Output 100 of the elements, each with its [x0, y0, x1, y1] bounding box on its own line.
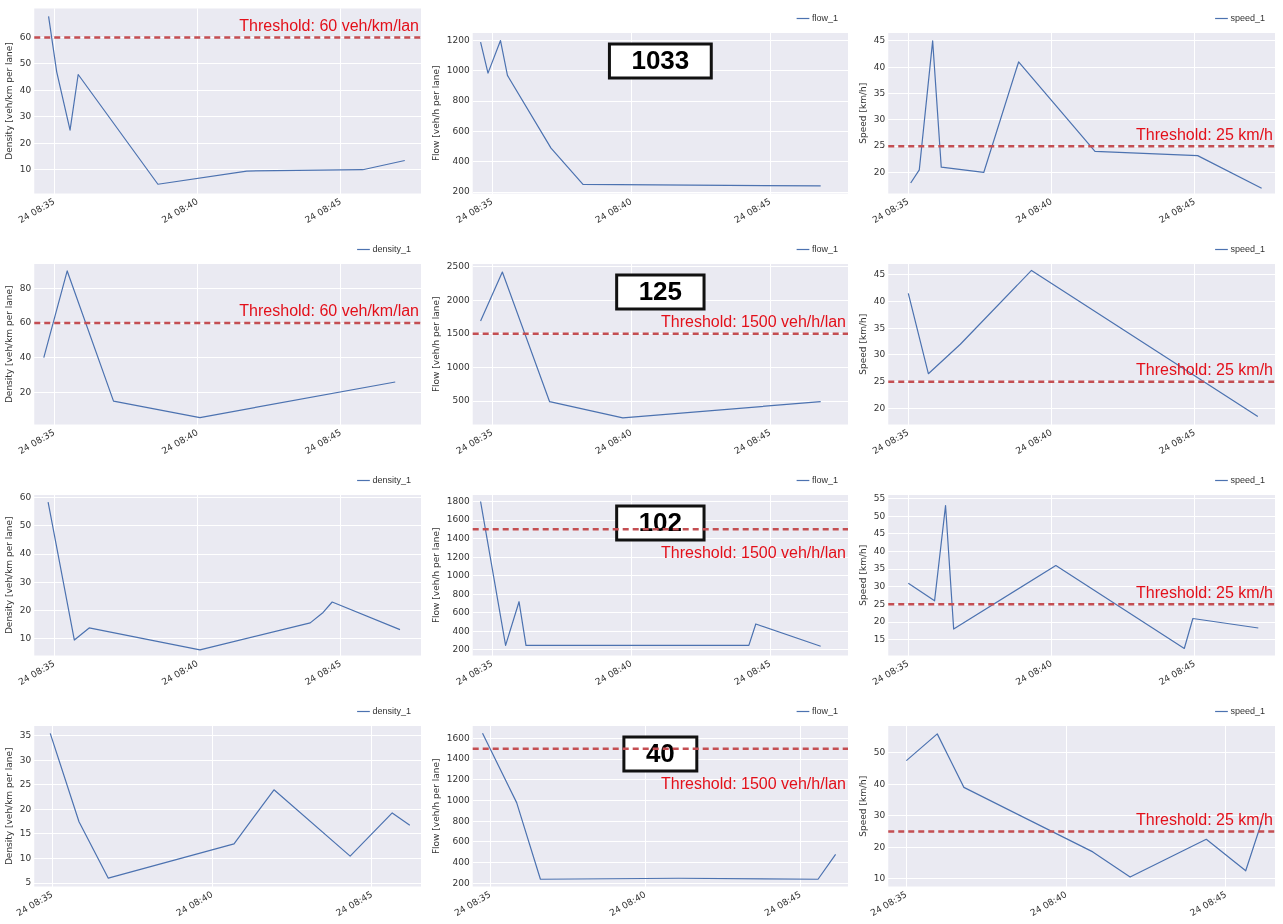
y-tick-label: 10 [873, 873, 886, 883]
y-tick-label: 20 [19, 604, 32, 615]
y-tick-label: 30 [19, 576, 32, 587]
y-tick-label: 40 [19, 84, 32, 95]
y-tick-label: 30 [873, 114, 886, 125]
y-tick-label: 600 [452, 607, 470, 618]
ref-line-label: Threshold: 1500 veh/h/lan [660, 313, 846, 331]
ref-line-label: Threshold: 1500 veh/h/lan [660, 544, 846, 562]
y-axis-title: Speed [km/h] [857, 775, 868, 837]
y-axis-title: Speed [km/h] [857, 313, 868, 375]
y-tick-label: 25 [873, 140, 886, 151]
y-tick-label: 40 [873, 545, 886, 556]
y-tick-label: 15 [873, 633, 886, 644]
y-tick-label: 20 [873, 402, 886, 413]
y-tick-label: 25 [19, 779, 32, 790]
y-tick-label: 20 [19, 137, 32, 148]
legend-label: flow_1 [811, 243, 838, 254]
y-axis-title: Density [veh/km per lane] [3, 516, 14, 635]
y-tick-label: 60 [19, 317, 32, 328]
legend-label: flow_1 [811, 474, 838, 485]
y-tick-label: 1000 [446, 361, 470, 372]
y-tick-label: 60 [19, 31, 32, 42]
y-tick-label: 50 [19, 520, 32, 531]
y-tick-label: 55 [873, 492, 886, 503]
y-axis-title: Speed [km/h] [857, 82, 868, 144]
y-tick-label: 10 [19, 632, 32, 643]
legend-label: speed_1 [1230, 474, 1266, 485]
y-tick-label: 45 [873, 35, 886, 46]
y-tick-label: 200 [452, 186, 470, 197]
y-tick-label: 800 [452, 815, 470, 826]
ref-line-label: Threshold: 60 veh/km/lan [239, 302, 419, 320]
y-tick-label: 400 [452, 625, 470, 636]
y-tick-label: 45 [873, 528, 886, 539]
y-tick-label: 20 [19, 803, 32, 814]
ref-line-label: Threshold: 25 km/h [1136, 125, 1273, 143]
y-tick-label: 30 [873, 581, 886, 592]
y-axis-title: Flow [veh/h per lane] [430, 758, 441, 855]
y-tick-label: 30 [19, 111, 32, 122]
y-tick-label: 1500 [446, 328, 470, 339]
y-tick-label: 50 [873, 510, 886, 521]
y-tick-label: 20 [873, 166, 886, 177]
y-tick-label: 40 [873, 61, 886, 72]
y-tick-label: 1000 [446, 794, 470, 805]
y-tick-label: 60 [19, 492, 32, 503]
y-tick-label: 40 [873, 778, 886, 789]
y-tick-label: 800 [452, 588, 470, 599]
y-tick-label: 25 [873, 376, 886, 387]
y-tick-label: 1600 [446, 732, 470, 743]
ref-line-label: Threshold: 25 km/h [1136, 583, 1273, 601]
y-tick-label: 30 [873, 349, 886, 360]
y-tick-label: 30 [19, 754, 32, 765]
legend-label: density_1 [372, 705, 411, 716]
annotation: 125 [638, 276, 683, 307]
y-tick-label: 80 [19, 282, 32, 293]
y-tick-label: 1400 [446, 532, 470, 543]
y-tick-label: 50 [873, 747, 886, 758]
y-axis-title: Density [veh/km per lane] [3, 42, 14, 160]
y-tick-label: 600 [452, 836, 470, 847]
legend-label: density_1 [372, 243, 411, 254]
y-tick-label: 600 [452, 125, 470, 136]
y-tick-label: 200 [452, 644, 470, 655]
y-tick-label: 1400 [446, 753, 470, 764]
ref-line-label: Threshold: 1500 veh/h/lan [660, 775, 846, 793]
y-tick-label: 1200 [446, 34, 470, 45]
y-tick-label: 45 [873, 269, 886, 280]
y-tick-label: 10 [19, 852, 32, 863]
y-tick-label: 400 [452, 156, 470, 167]
ref-line-label: Threshold: 60 veh/km/lan [239, 16, 419, 34]
ref-line-label: Threshold: 25 km/h [1136, 810, 1273, 828]
y-tick-label: 20 [873, 616, 886, 627]
annotation: 1033 [631, 45, 690, 76]
y-tick-label: 400 [452, 857, 470, 868]
y-tick-label: 2000 [446, 294, 470, 305]
y-tick-label: 20 [873, 841, 886, 852]
y-tick-label: 35 [873, 322, 886, 333]
y-tick-label: 35 [873, 87, 886, 98]
y-axis-title: Density [veh/km per lane] [3, 285, 14, 404]
y-tick-label: 10 [19, 164, 32, 175]
y-tick-label: 1000 [446, 570, 470, 581]
y-tick-label: 500 [452, 395, 470, 406]
y-tick-label: 1200 [446, 774, 470, 785]
legend-label: flow_1 [811, 705, 838, 716]
y-axis-title: Flow [veh/h per lane] [430, 527, 441, 624]
y-tick-label: 1800 [446, 495, 470, 506]
y-tick-label: 30 [873, 810, 886, 821]
y-tick-label: 1600 [446, 514, 470, 525]
y-axis-title: Flow [veh/h per lane] [430, 296, 441, 393]
y-tick-label: 200 [452, 877, 470, 888]
y-tick-label: 25 [873, 598, 886, 609]
y-tick-label: 40 [19, 548, 32, 559]
legend-label: speed_1 [1230, 12, 1266, 23]
y-tick-label: 50 [19, 58, 32, 69]
y-tick-label: 15 [19, 828, 32, 839]
legend-label: speed_1 [1230, 705, 1266, 716]
y-tick-label: 1000 [446, 65, 470, 76]
y-tick-label: 35 [19, 730, 32, 741]
legend-label: density_1 [372, 474, 411, 485]
y-axis-title: Flow [veh/h per lane] [430, 65, 441, 162]
legend-label: flow_1 [811, 12, 838, 23]
y-tick-label: 2500 [446, 261, 470, 272]
